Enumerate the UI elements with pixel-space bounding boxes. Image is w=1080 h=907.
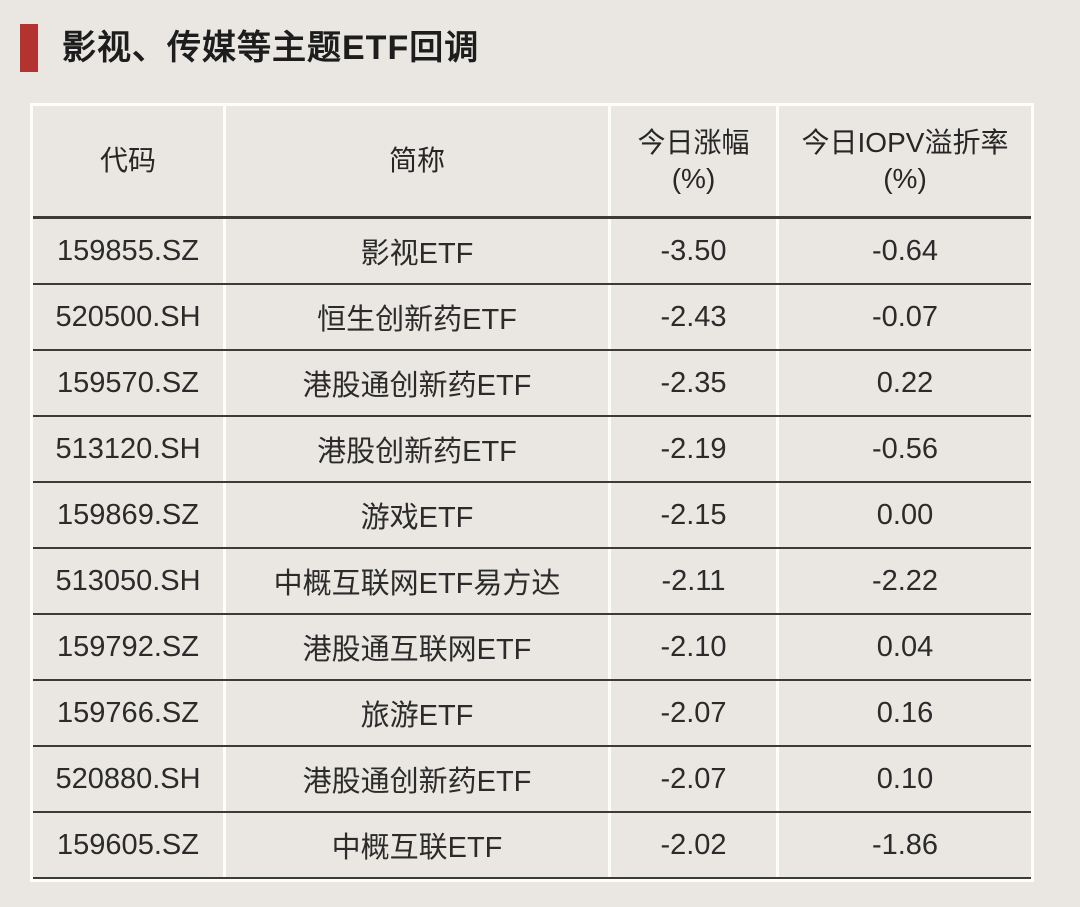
cell-iopv: -0.64 bbox=[779, 219, 1031, 283]
cell-iopv: 0.16 bbox=[779, 681, 1031, 745]
cell-change: -2.35 bbox=[611, 351, 776, 415]
cell-iopv: -0.56 bbox=[779, 417, 1031, 481]
cell-change: -2.11 bbox=[611, 549, 776, 613]
table-row: 520880.SH 港股通创新药ETF -2.07 0.10 bbox=[33, 747, 1031, 813]
cell-change: -2.43 bbox=[611, 285, 776, 349]
cell-name: 港股通互联网ETF bbox=[226, 615, 608, 679]
table-header-row: 代码 简称 今日涨幅 (%) 今日IOPV溢折率 (%) bbox=[33, 106, 1031, 219]
cell-name: 游戏ETF bbox=[226, 483, 608, 547]
table-row: 520500.SH 恒生创新药ETF -2.43 -0.07 bbox=[33, 285, 1031, 351]
cell-iopv: -2.22 bbox=[779, 549, 1031, 613]
column-header-name: 简称 bbox=[226, 106, 608, 216]
cell-change: -2.10 bbox=[611, 615, 776, 679]
table-row: 159792.SZ 港股通互联网ETF -2.10 0.04 bbox=[33, 615, 1031, 681]
table-row: 513050.SH 中概互联网ETF易方达 -2.11 -2.22 bbox=[33, 549, 1031, 615]
cell-name: 港股通创新药ETF bbox=[226, 747, 608, 811]
cell-iopv: 0.10 bbox=[779, 747, 1031, 811]
cell-code: 159766.SZ bbox=[33, 681, 223, 745]
cell-code: 159855.SZ bbox=[33, 219, 223, 283]
cell-code: 159570.SZ bbox=[33, 351, 223, 415]
cell-code: 513120.SH bbox=[33, 417, 223, 481]
table-row: 159766.SZ 旅游ETF -2.07 0.16 bbox=[33, 681, 1031, 747]
cell-code: 159605.SZ bbox=[33, 813, 223, 877]
cell-iopv: -0.07 bbox=[779, 285, 1031, 349]
cell-name: 港股创新药ETF bbox=[226, 417, 608, 481]
cell-change: -2.15 bbox=[611, 483, 776, 547]
cell-code: 520880.SH bbox=[33, 747, 223, 811]
cell-name: 港股通创新药ETF bbox=[226, 351, 608, 415]
cell-iopv: 0.04 bbox=[779, 615, 1031, 679]
cell-iopv: 0.22 bbox=[779, 351, 1031, 415]
column-header-code: 代码 bbox=[33, 106, 223, 216]
cell-code: 513050.SH bbox=[33, 549, 223, 613]
etf-table: 代码 简称 今日涨幅 (%) 今日IOPV溢折率 (%) 159855.SZ 影… bbox=[30, 103, 1034, 882]
table-row: 159605.SZ 中概互联ETF -2.02 -1.86 bbox=[33, 813, 1031, 879]
table-row: 513120.SH 港股创新药ETF -2.19 -0.56 bbox=[33, 417, 1031, 483]
cell-name: 恒生创新药ETF bbox=[226, 285, 608, 349]
title-accent-bar bbox=[20, 24, 38, 72]
cell-iopv: 0.00 bbox=[779, 483, 1031, 547]
table-row: 159570.SZ 港股通创新药ETF -2.35 0.22 bbox=[33, 351, 1031, 417]
cell-change: -2.19 bbox=[611, 417, 776, 481]
cell-change: -3.50 bbox=[611, 219, 776, 283]
table-row: 159869.SZ 游戏ETF -2.15 0.00 bbox=[33, 483, 1031, 549]
cell-change: -2.02 bbox=[611, 813, 776, 877]
cell-name: 中概互联ETF bbox=[226, 813, 608, 877]
cell-code: 520500.SH bbox=[33, 285, 223, 349]
column-header-change: 今日涨幅 (%) bbox=[611, 106, 776, 216]
cell-iopv: -1.86 bbox=[779, 813, 1031, 877]
cell-change: -2.07 bbox=[611, 747, 776, 811]
cell-code: 159869.SZ bbox=[33, 483, 223, 547]
page-title: 影视、传媒等主题ETF回调 bbox=[62, 29, 480, 67]
table-row: 159855.SZ 影视ETF -3.50 -0.64 bbox=[33, 219, 1031, 285]
column-header-iopv: 今日IOPV溢折率 (%) bbox=[779, 106, 1031, 216]
cell-change: -2.07 bbox=[611, 681, 776, 745]
cell-name: 中概互联网ETF易方达 bbox=[226, 549, 608, 613]
cell-name: 旅游ETF bbox=[226, 681, 608, 745]
cell-code: 159792.SZ bbox=[33, 615, 223, 679]
cell-name: 影视ETF bbox=[226, 219, 608, 283]
